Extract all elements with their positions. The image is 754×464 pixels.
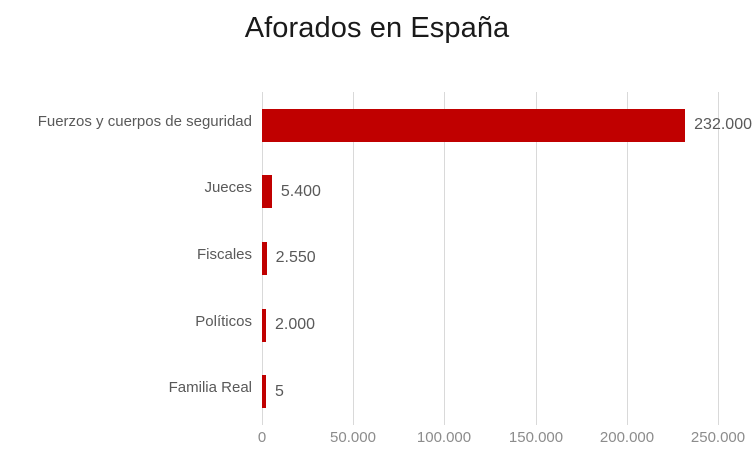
bar-value-3: 2.000	[275, 316, 316, 334]
category-label-2: Fiscales	[196, 246, 252, 263]
bar-value-1: 5.400	[280, 182, 321, 200]
bar-row: 5	[262, 358, 718, 425]
gridline-3	[536, 92, 537, 425]
category-label-0: Fuerzos y cuerpos de seguridad	[37, 113, 252, 130]
bar-row: 2.000	[262, 292, 718, 359]
category-label-1: Jueces	[204, 179, 252, 196]
chart-title: Aforados en España	[244, 12, 510, 44]
bar-2[interactable]	[262, 241, 267, 275]
gridline-4	[627, 92, 628, 425]
gridline-2	[444, 92, 445, 425]
bar-value-0: 232.000	[694, 116, 752, 134]
xtick-label-5: 250.000	[690, 429, 746, 446]
xtick-label-2: 100.000	[416, 429, 472, 446]
bar-value-4: 5	[275, 382, 284, 400]
bar-row: 5.400	[262, 159, 718, 226]
category-axis: Fuerzos y cuerpos de seguridad Jueces Fi…	[0, 92, 252, 425]
plot-area: 232.000 5.400 2.550 2.000 5	[262, 92, 752, 425]
bar-row: 2.550	[262, 225, 718, 292]
xtick-label-4: 200.000	[599, 429, 655, 446]
xtick-label-3: 150.000	[508, 429, 564, 446]
bar-row: 232.000	[262, 92, 752, 159]
bar-1[interactable]	[262, 175, 272, 209]
bar-4[interactable]	[262, 375, 266, 409]
value-axis: 0 50.000 100.000 150.000 200.000 250.000	[258, 429, 745, 454]
gridline-1	[353, 92, 354, 425]
bar-value-2: 2.550	[275, 249, 316, 267]
category-label-4: Familia Real	[168, 379, 252, 396]
bar-0[interactable]	[262, 108, 686, 142]
category-label-3: Políticos	[195, 313, 252, 330]
bar-3[interactable]	[262, 308, 266, 342]
gridline-5	[718, 92, 719, 425]
xtick-label-0: 0	[257, 429, 267, 446]
xtick-label-1: 50.000	[330, 429, 376, 446]
